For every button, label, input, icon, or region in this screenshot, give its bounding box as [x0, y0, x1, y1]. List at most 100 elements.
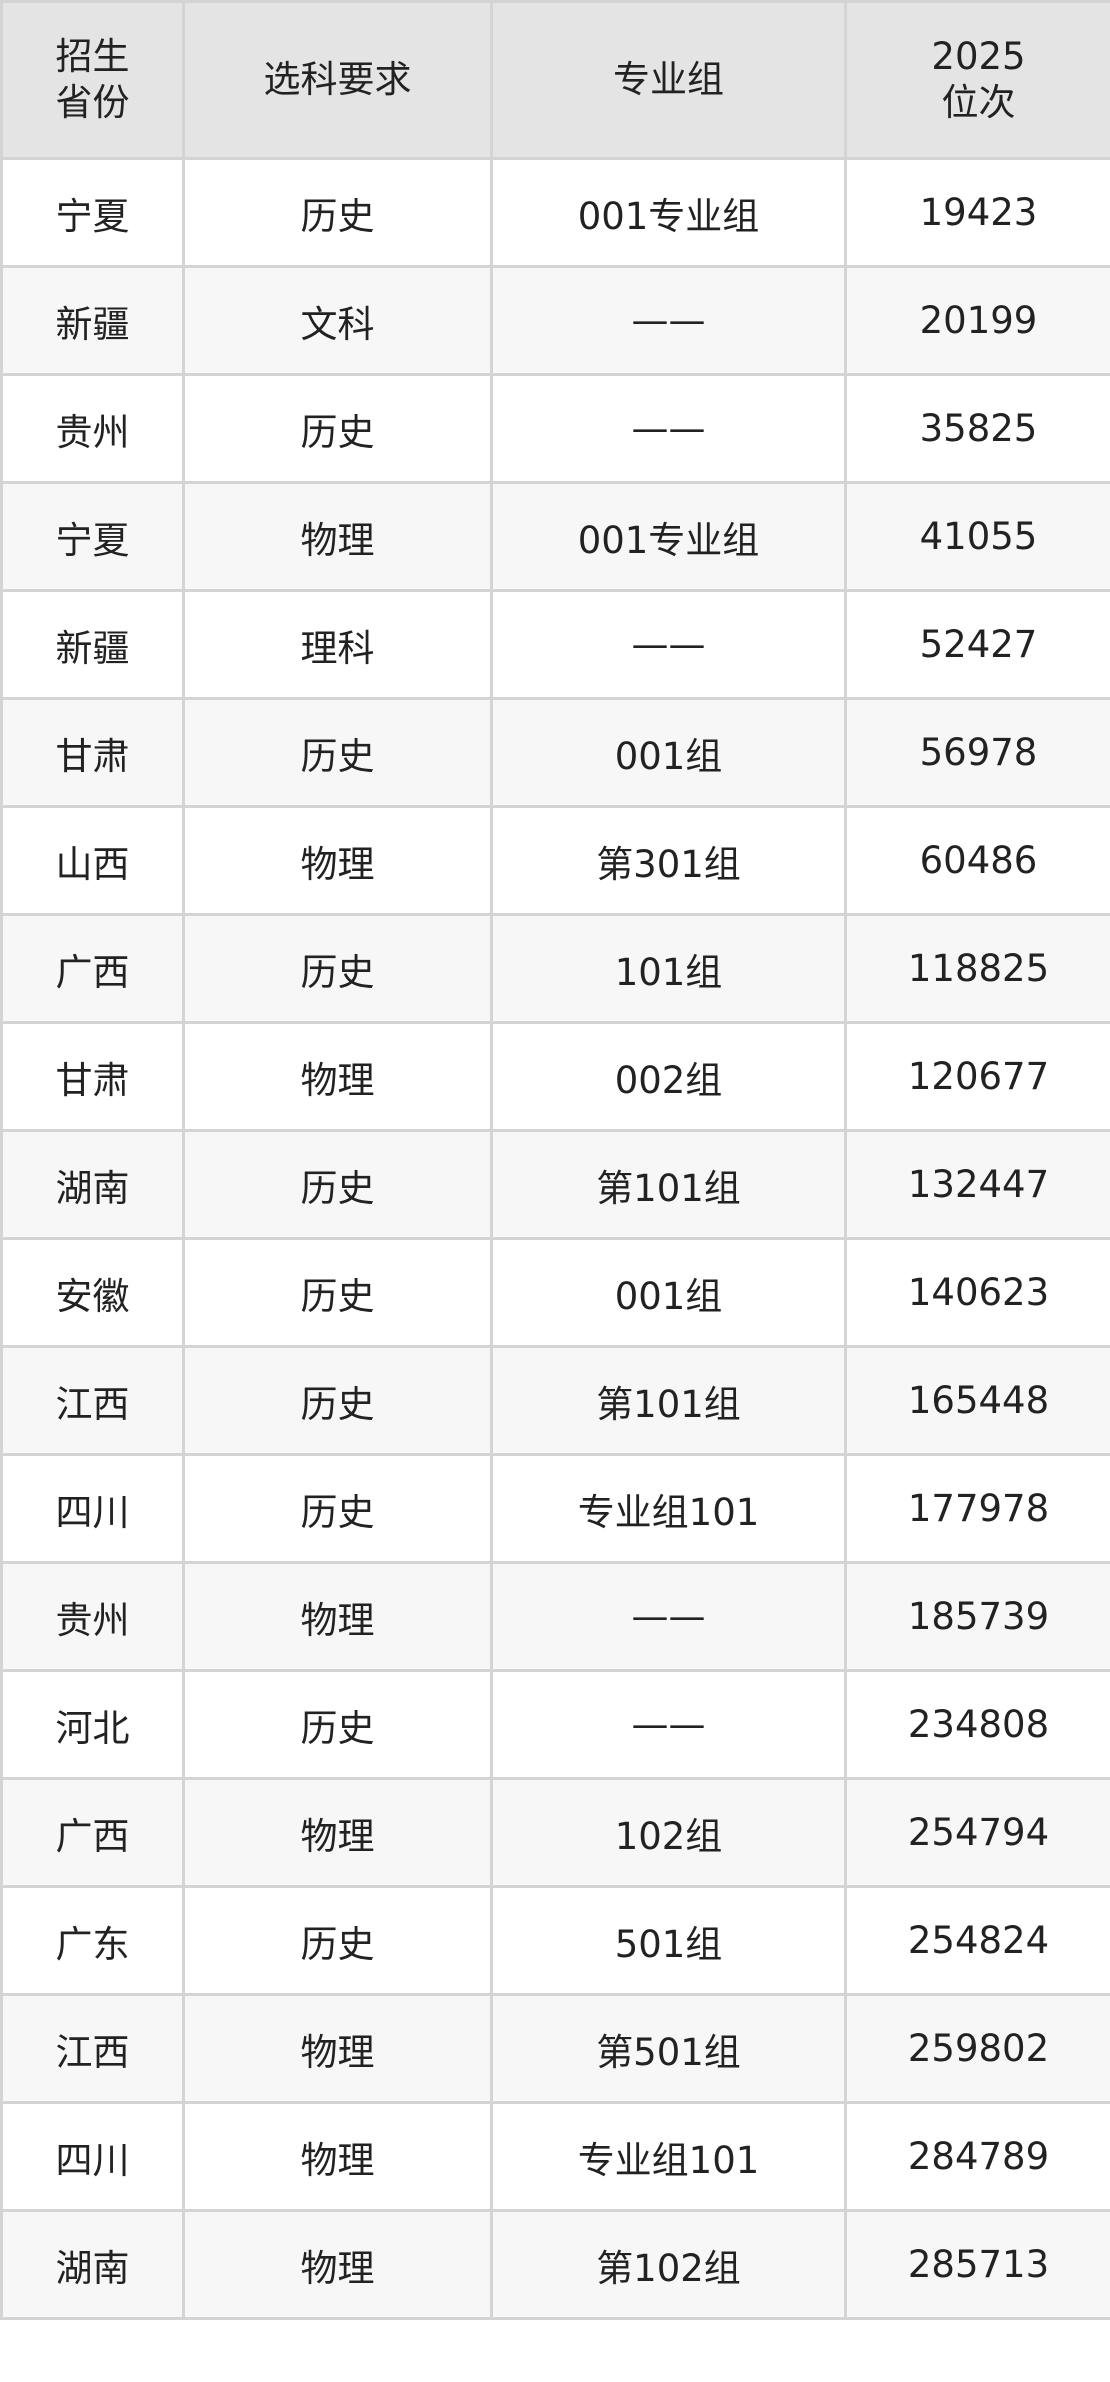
group-cell: 001专业组	[490, 157, 847, 268]
table-row: 广西 物理 102组 254794	[0, 1777, 1110, 1888]
province-cell: 江西	[0, 1993, 185, 2104]
group-cell: 001组	[490, 697, 847, 808]
rank-cell: 120677	[844, 1021, 1110, 1132]
province-cell: 湖南	[0, 2209, 185, 2320]
group-cell: 第101组	[490, 1129, 847, 1240]
admission-rank-table: 招生 省份 选科要求 专业组 2025 位次 宁夏 历史 001专业组 19423 新疆 文科…	[0, 0, 1110, 2320]
rank-cell: 41055	[844, 481, 1110, 592]
header-rank: 2025 位次	[844, 0, 1110, 160]
header-province: 招生 省份	[0, 0, 185, 160]
province-cell: 河北	[0, 1669, 185, 1780]
table-row: 湖南 历史 第101组 132447	[0, 1129, 1110, 1240]
header-row: 招生 省份 选科要求 专业组 2025 位次	[0, 0, 1110, 160]
table-row: 河北 历史 —— 234808	[0, 1669, 1110, 1780]
subject-cell: 物理	[182, 1561, 493, 1672]
header-group: 专业组	[490, 0, 847, 160]
subject-cell: 历史	[182, 1669, 493, 1780]
table-row: 贵州 历史 —— 35825	[0, 373, 1110, 484]
province-cell: 甘肃	[0, 697, 185, 808]
group-cell: 002组	[490, 1021, 847, 1132]
table-row: 江西 物理 第501组 259802	[0, 1993, 1110, 2104]
group-cell: ——	[490, 1561, 847, 1672]
rank-cell: 140623	[844, 1237, 1110, 1348]
header-line: 选科要求	[263, 58, 412, 101]
rank-cell: 259802	[844, 1993, 1110, 2104]
province-cell: 湖南	[0, 1129, 185, 1240]
table-row: 山西 物理 第301组 60486	[0, 805, 1110, 916]
subject-cell: 文科	[182, 265, 493, 376]
table-row: 甘肃 物理 002组 120677	[0, 1021, 1110, 1132]
province-cell: 甘肃	[0, 1021, 185, 1132]
header-line: 位次	[941, 81, 1016, 124]
subject-cell: 历史	[182, 1885, 493, 1996]
group-cell: 专业组101	[490, 2101, 847, 2212]
rank-cell: 132447	[844, 1129, 1110, 1240]
group-cell: 101组	[490, 913, 847, 1024]
group-cell: 501组	[490, 1885, 847, 1996]
province-cell: 四川	[0, 1453, 185, 1564]
subject-cell: 物理	[182, 1777, 493, 1888]
group-cell: ——	[490, 373, 847, 484]
header-line: 省份	[55, 81, 130, 124]
table-row: 广东 历史 501组 254824	[0, 1885, 1110, 1996]
table-row: 江西 历史 第101组 165448	[0, 1345, 1110, 1456]
subject-cell: 物理	[182, 805, 493, 916]
province-cell: 安徽	[0, 1237, 185, 1348]
province-cell: 新疆	[0, 589, 185, 700]
rank-cell: 118825	[844, 913, 1110, 1024]
rank-cell: 20199	[844, 265, 1110, 376]
subject-cell: 历史	[182, 1453, 493, 1564]
subject-cell: 物理	[182, 1021, 493, 1132]
province-cell: 山西	[0, 805, 185, 916]
subject-cell: 物理	[182, 1993, 493, 2104]
header-line: 招生	[55, 35, 130, 78]
rank-cell: 60486	[844, 805, 1110, 916]
province-cell: 宁夏	[0, 481, 185, 592]
group-cell: ——	[490, 265, 847, 376]
table-row: 安徽 历史 001组 140623	[0, 1237, 1110, 1348]
province-cell: 新疆	[0, 265, 185, 376]
rank-cell: 19423	[844, 157, 1110, 268]
table-row: 宁夏 历史 001专业组 19423	[0, 157, 1110, 268]
rank-cell: 284789	[844, 2101, 1110, 2212]
table-row: 贵州 物理 —— 185739	[0, 1561, 1110, 1672]
header-subject: 选科要求	[182, 0, 493, 160]
rank-cell: 254794	[844, 1777, 1110, 1888]
table-row: 新疆 理科 —— 52427	[0, 589, 1110, 700]
subject-cell: 历史	[182, 157, 493, 268]
province-cell: 江西	[0, 1345, 185, 1456]
province-cell: 贵州	[0, 373, 185, 484]
province-cell: 广西	[0, 913, 185, 1024]
group-cell: ——	[490, 589, 847, 700]
province-cell: 广东	[0, 1885, 185, 1996]
table-row: 四川 物理 专业组101 284789	[0, 2101, 1110, 2212]
subject-cell: 物理	[182, 481, 493, 592]
province-cell: 四川	[0, 2101, 185, 2212]
rank-cell: 185739	[844, 1561, 1110, 1672]
group-cell: 第102组	[490, 2209, 847, 2320]
province-cell: 贵州	[0, 1561, 185, 1672]
subject-cell: 物理	[182, 2209, 493, 2320]
rank-cell: 285713	[844, 2209, 1110, 2320]
rank-cell: 35825	[844, 373, 1110, 484]
group-cell: 专业组101	[490, 1453, 847, 1564]
header-line: 2025	[931, 35, 1026, 78]
subject-cell: 历史	[182, 1237, 493, 1348]
subject-cell: 历史	[182, 697, 493, 808]
table-row: 湖南 物理 第102组 285713	[0, 2209, 1110, 2320]
group-cell: 102组	[490, 1777, 847, 1888]
table-row: 宁夏 物理 001专业组 41055	[0, 481, 1110, 592]
group-cell: 第101组	[490, 1345, 847, 1456]
table-row: 甘肃 历史 001组 56978	[0, 697, 1110, 808]
subject-cell: 物理	[182, 2101, 493, 2212]
group-cell: ——	[490, 1669, 847, 1780]
table-row: 广西 历史 101组 118825	[0, 913, 1110, 1024]
group-cell: 001组	[490, 1237, 847, 1348]
subject-cell: 理科	[182, 589, 493, 700]
header-line: 专业组	[613, 58, 724, 101]
rank-cell: 177978	[844, 1453, 1110, 1564]
group-cell: 第301组	[490, 805, 847, 916]
rank-cell: 254824	[844, 1885, 1110, 1996]
subject-cell: 历史	[182, 1345, 493, 1456]
rank-cell: 165448	[844, 1345, 1110, 1456]
